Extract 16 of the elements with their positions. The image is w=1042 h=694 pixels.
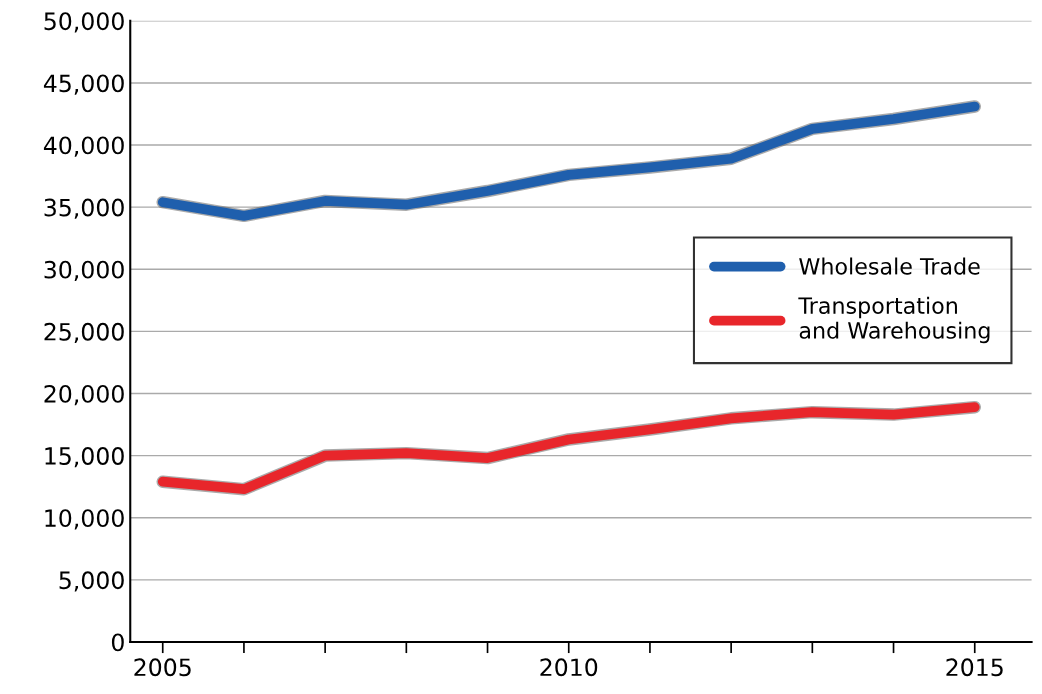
y-tick-label: 25,000 [44,322,124,344]
y-tick-label: 10,000 [45,509,124,530]
y-tick-label: 5,000 [59,571,124,592]
x-tick-label: 2010 [540,658,598,677]
x-tick-label: 2005 [134,658,191,677]
y-tick-label: 15,000 [45,447,124,468]
x-tick-label: 2015 [946,658,1003,677]
legend-label: Wholesale Trade [799,257,980,275]
y-tick-label: 30,000 [44,260,124,281]
y-tick-label: 0 [111,633,124,652]
y-tick-label: 20,000 [44,384,124,406]
y-tick-label: 45,000 [43,74,124,95]
y-tick-label: 50,000 [44,12,124,33]
y-tick-label: 40,000 [43,136,124,157]
legend-label: Transportation and Warehousing [798,296,990,344]
y-tick-label: 35,000 [44,198,124,219]
